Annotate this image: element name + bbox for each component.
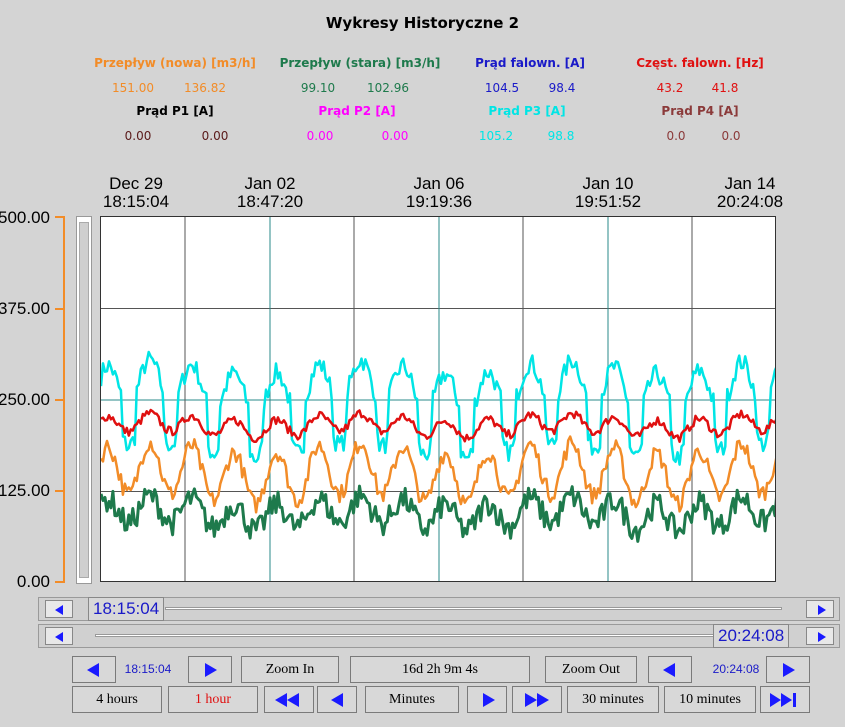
legend-p1-label: Prąd P1 [A] bbox=[136, 104, 214, 118]
x-tick-2: Jan 06 19:19:36 bbox=[405, 174, 473, 211]
x-tick-1: Jan 02 18:47:20 bbox=[236, 174, 304, 211]
arrow-right-icon bbox=[205, 663, 217, 677]
chart-svg bbox=[101, 217, 775, 581]
x-tick-4: Jan 14 20:24:08 bbox=[716, 174, 784, 211]
y-axis-tick bbox=[55, 490, 65, 492]
arrow-right-icon bbox=[483, 693, 495, 707]
unit-minutes-button[interactable]: Minutes bbox=[365, 686, 459, 713]
arrow-left-icon bbox=[87, 663, 99, 677]
legend-p2-value2: 0.00 bbox=[381, 129, 409, 143]
legend-inverter-freq-value2: 41.8 bbox=[711, 81, 739, 95]
range-10-minutes-button[interactable]: 10 minutes bbox=[664, 686, 756, 713]
time-span-display: 16d 2h 9m 4s bbox=[350, 656, 530, 683]
legend-p3-value1: 105.2 bbox=[478, 129, 514, 143]
range-1-hour-button[interactable]: 1 hour bbox=[168, 686, 258, 713]
y-axis-tick bbox=[55, 399, 65, 401]
legend-inverter-current-value1: 104.5 bbox=[484, 81, 520, 95]
range-30-minutes-button[interactable]: 30 minutes bbox=[567, 686, 659, 713]
y-tick-500: 500.00 bbox=[0, 208, 50, 227]
start-next-button[interactable] bbox=[188, 656, 232, 683]
x-tick-3: Jan 10 19:51:52 bbox=[574, 174, 642, 211]
start-prev-button[interactable] bbox=[72, 656, 116, 683]
forward-button[interactable] bbox=[467, 686, 507, 713]
chart-plot-area[interactable] bbox=[100, 216, 776, 582]
series-line-3 bbox=[101, 484, 775, 543]
end-scroll-left-button[interactable] bbox=[45, 627, 73, 645]
y-tick-250: 250.00 bbox=[0, 390, 50, 409]
skip-to-end-icon bbox=[770, 693, 781, 707]
x-tick-0: Dec 29 18:15:04 bbox=[102, 174, 170, 211]
y-tick-125: 125.00 bbox=[0, 481, 50, 500]
double-arrow-left-icon bbox=[275, 693, 287, 707]
legend-p2-label: Prąd P2 [A] bbox=[318, 104, 396, 118]
legend-p1-value2: 0.00 bbox=[201, 129, 229, 143]
start-scroll-right-button[interactable] bbox=[806, 600, 834, 618]
end-prev-button[interactable] bbox=[648, 656, 692, 683]
y-axis-tick bbox=[55, 308, 65, 310]
rewind-button[interactable] bbox=[317, 686, 357, 713]
legend-flow-old-value1: 99.10 bbox=[300, 81, 336, 95]
legend-flow-new-value1: 151.00 bbox=[112, 81, 154, 95]
legend-flow-new-value2: 136.82 bbox=[184, 81, 226, 95]
legend-inverter-current-value2: 98.4 bbox=[548, 81, 576, 95]
series-line-1 bbox=[101, 408, 775, 443]
legend-flow-old-label: Przepływ (stara) [m3/h] bbox=[279, 56, 441, 70]
start-scroll-thumb[interactable]: 18:15:04 bbox=[88, 597, 164, 621]
page-title: Wykresy Historyczne 2 bbox=[325, 14, 520, 32]
legend-inverter-freq-value1: 43.2 bbox=[656, 81, 684, 95]
legend-p4-label: Prąd P4 [A] bbox=[661, 104, 739, 118]
legend-inverter-freq-label: Częst. falown. [Hz] bbox=[636, 56, 764, 70]
legend-flow-new-label: Przepływ (nowa) [m3/h] bbox=[94, 56, 256, 70]
zoom-in-button[interactable]: Zoom In bbox=[241, 656, 339, 683]
end-time-display: 20:24:08 bbox=[706, 656, 766, 683]
legend-inverter-current-label: Prąd falown. [A] bbox=[475, 56, 585, 70]
vertical-scroll-thumb[interactable] bbox=[79, 222, 89, 578]
legend-p4-value1: 0.0 bbox=[666, 129, 686, 143]
zoom-out-button[interactable]: Zoom Out bbox=[545, 656, 637, 683]
arrow-left-icon bbox=[331, 693, 343, 707]
start-scroll-left-button[interactable] bbox=[45, 600, 73, 618]
legend-p4-value2: 0.0 bbox=[721, 129, 741, 143]
rewind-fast-button[interactable] bbox=[264, 686, 314, 713]
end-scroll-track[interactable] bbox=[95, 634, 715, 637]
start-time-display: 18:15:04 bbox=[118, 656, 178, 683]
legend-p1-value1: 0.00 bbox=[124, 129, 152, 143]
y-axis-tick bbox=[55, 581, 65, 583]
end-next-button[interactable] bbox=[766, 656, 810, 683]
series-line-2 bbox=[101, 435, 775, 514]
end-scroll-thumb[interactable]: 20:24:08 bbox=[713, 624, 789, 648]
forward-fast-button[interactable] bbox=[512, 686, 562, 713]
legend-p3-value2: 98.8 bbox=[547, 129, 575, 143]
series-line-0 bbox=[101, 350, 775, 466]
arrow-right-icon bbox=[783, 663, 795, 677]
y-tick-0: 0.00 bbox=[16, 572, 50, 591]
y-tick-375: 375.00 bbox=[0, 299, 50, 318]
end-scroll-right-button[interactable] bbox=[806, 627, 834, 645]
double-arrow-right-icon bbox=[525, 693, 537, 707]
legend-p2-value1: 0.00 bbox=[306, 129, 334, 143]
start-scroll-track[interactable] bbox=[165, 607, 782, 610]
go-to-end-button[interactable] bbox=[760, 686, 810, 713]
legend-flow-old-value2: 102.96 bbox=[367, 81, 409, 95]
arrow-left-icon bbox=[663, 663, 675, 677]
range-4-hours-button[interactable]: 4 hours bbox=[72, 686, 162, 713]
y-axis-tick bbox=[55, 216, 65, 218]
legend-p3-label: Prąd P3 [A] bbox=[488, 104, 566, 118]
